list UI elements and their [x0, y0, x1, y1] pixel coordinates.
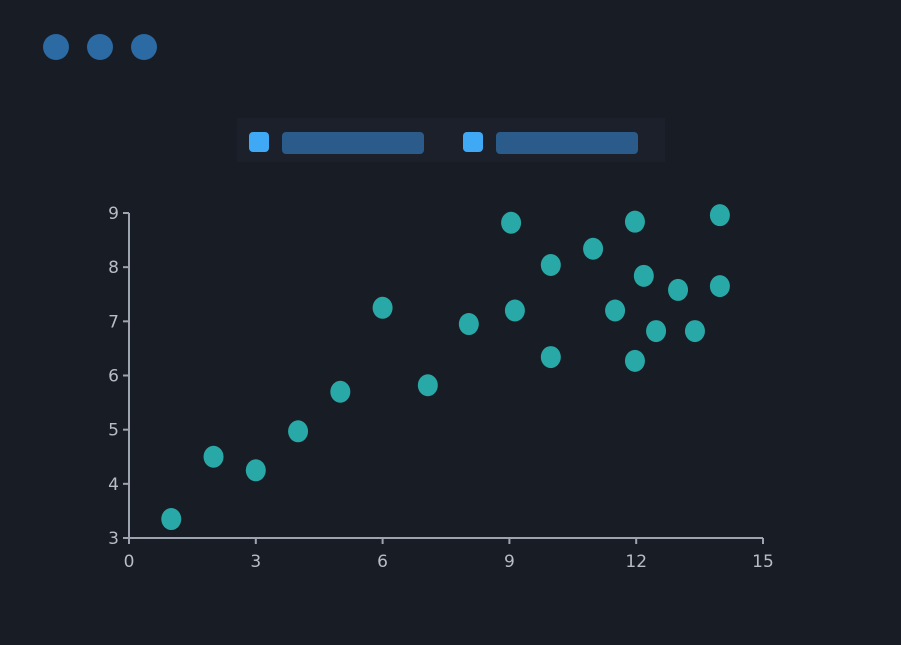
data-point	[624, 349, 645, 372]
y-tick-label: 6	[108, 367, 119, 387]
y-tick-label: 4	[108, 475, 119, 495]
data-point	[605, 299, 626, 322]
data-point	[288, 420, 309, 443]
y-tick-label: 3	[108, 529, 119, 549]
x-tick-label: 3	[250, 552, 261, 572]
data-point	[709, 275, 730, 298]
legend-swatch-2	[463, 132, 483, 152]
legend	[237, 118, 665, 162]
legend-label-2-redacted	[496, 132, 638, 154]
window-dot-3[interactable]	[131, 34, 157, 60]
data-point	[540, 346, 561, 369]
data-point	[668, 278, 689, 301]
data-point	[540, 254, 561, 276]
data-point	[245, 459, 266, 482]
legend-label-1-redacted	[282, 132, 424, 154]
data-point	[709, 204, 730, 227]
data-point	[330, 380, 351, 403]
data-point	[624, 210, 645, 233]
y-tick-label: 7	[108, 312, 119, 332]
window-dot-1[interactable]	[43, 34, 69, 60]
legend-swatch-1	[249, 132, 269, 152]
data-point	[458, 313, 479, 336]
data-point	[633, 264, 654, 287]
y-tick-label: 5	[108, 421, 119, 441]
x-tick-label: 6	[377, 552, 388, 572]
data-point	[161, 508, 182, 531]
data-point	[501, 211, 522, 234]
y-tick-label: 8	[108, 258, 119, 278]
data-point	[203, 445, 224, 468]
y-tick-label: 9	[108, 204, 119, 224]
data-point	[372, 296, 393, 319]
x-tick-label: 0	[124, 552, 135, 572]
data-point	[646, 320, 667, 343]
data-point	[417, 374, 438, 397]
x-tick-label: 12	[625, 552, 647, 572]
window-dot-2[interactable]	[87, 34, 113, 60]
data-point	[684, 320, 705, 343]
x-tick-label: 9	[504, 552, 515, 572]
data-point	[504, 299, 525, 322]
data-point	[583, 237, 604, 260]
x-tick-label: 15	[752, 552, 774, 572]
